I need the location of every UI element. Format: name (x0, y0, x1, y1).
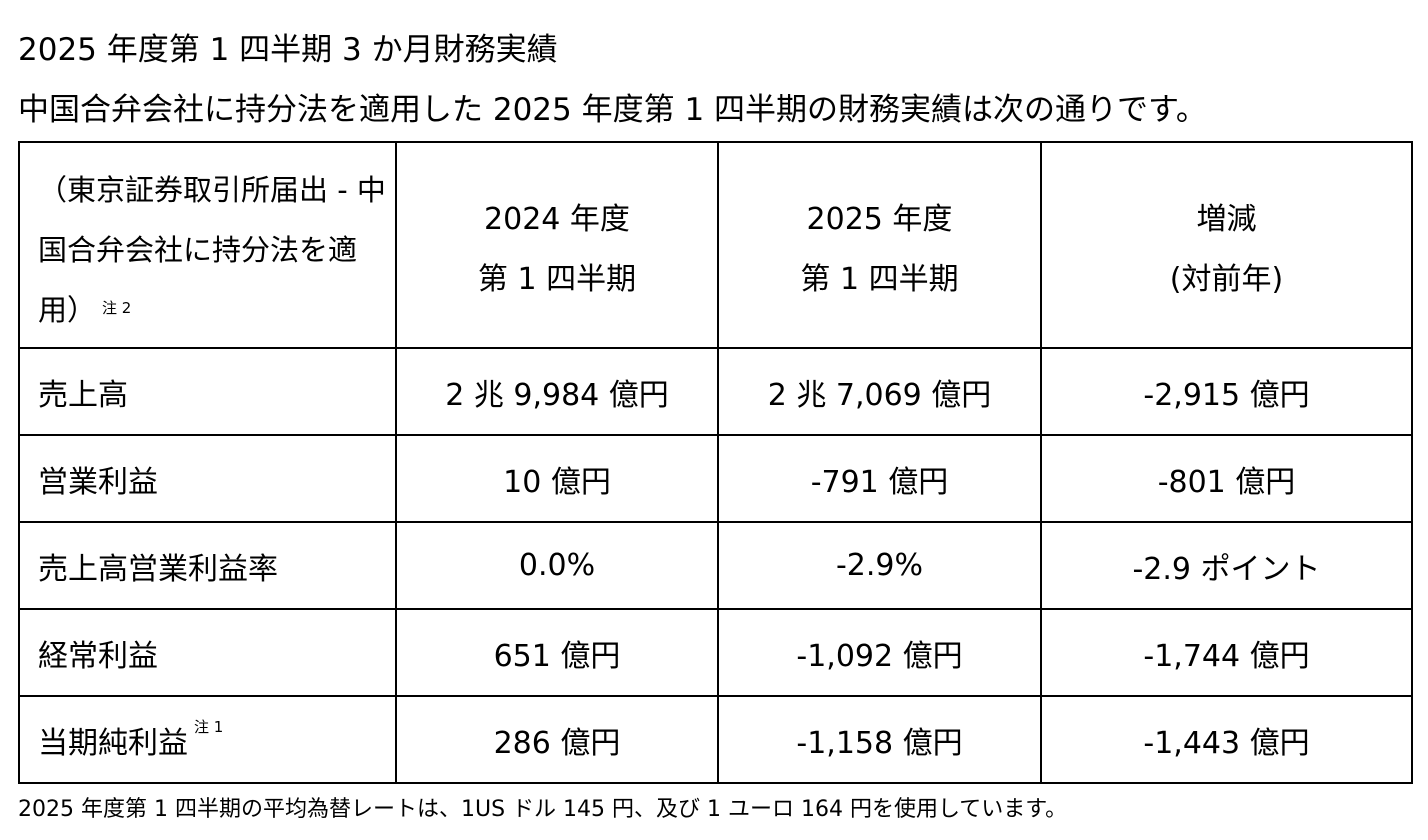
cell-change: -2.9 ポイント (1040, 521, 1413, 610)
cell-fy2025: -791 億円 (717, 434, 1042, 523)
row-label: 経常利益 (18, 608, 397, 697)
header-label-text: （東京証券取引所届出 - 中国合弁会社に持分法を適用） (38, 173, 386, 327)
table-row-operating-margin: 売上高営業利益率 0.0% -2.9% -2.9 ポイント (18, 521, 1413, 610)
row-label: 当期純利益注 1 (18, 695, 397, 784)
cell-fy2024: 0.0% (395, 521, 719, 610)
header-change-line2: (対前年) (1169, 262, 1284, 297)
header-fy2025-line2: 第 1 四半期 (800, 262, 959, 297)
row-label-text: 経常利益 (38, 638, 158, 674)
page-title: 2025 年度第 1 四半期 3 か月財務実績 (18, 32, 558, 68)
cell-fy2025: -2.9% (717, 521, 1042, 610)
cell-fy2024: 10 億円 (395, 434, 719, 523)
header-fy2024: 2024 年度 第 1 四半期 (395, 141, 719, 349)
header-fy2025-line1: 2025 年度 (806, 202, 953, 237)
row-label-text: 営業利益 (38, 464, 158, 500)
table-row-net-income: 当期純利益注 1 286 億円 -1,158 億円 -1,443 億円 (18, 695, 1413, 784)
cell-fy2024: 651 億円 (395, 608, 719, 697)
cell-fy2025: -1,158 億円 (717, 695, 1042, 784)
cell-change: -2,915 億円 (1040, 347, 1413, 436)
cell-change: -1,443 億円 (1040, 695, 1413, 784)
cell-change: -801 億円 (1040, 434, 1413, 523)
cell-change: -1,744 億円 (1040, 608, 1413, 697)
table-header-row: （東京証券取引所届出 - 中国合弁会社に持分法を適用）注 2 2024 年度 第… (18, 141, 1413, 349)
financial-results-table: （東京証券取引所届出 - 中国合弁会社に持分法を適用）注 2 2024 年度 第… (18, 141, 1413, 784)
header-label-cell: （東京証券取引所届出 - 中国合弁会社に持分法を適用）注 2 (18, 141, 397, 349)
cell-fy2025: -1,092 億円 (717, 608, 1042, 697)
table-row-net-sales: 売上高 2 兆 9,984 億円 2 兆 7,069 億円 -2,915 億円 (18, 347, 1413, 436)
page-subtitle: 中国合弁会社に持分法を適用した 2025 年度第 1 四半期の財務実績は次の通り… (18, 92, 1207, 128)
cell-fy2024: 2 兆 9,984 億円 (395, 347, 719, 436)
row-label: 売上高営業利益率 (18, 521, 397, 610)
row-label-text: 当期純利益 (38, 725, 188, 761)
footnote: 2025 年度第 1 四半期の平均為替レートは、1US ドル 145 円、及び … (18, 797, 1068, 822)
row-label: 売上高 (18, 347, 397, 436)
cell-fy2024: 286 億円 (395, 695, 719, 784)
header-fy2025: 2025 年度 第 1 四半期 (717, 141, 1042, 349)
row-label-text: 売上高 (38, 377, 128, 413)
row-label-note: 注 1 (194, 717, 224, 736)
table-row-ordinary-profit: 経常利益 651 億円 -1,092 億円 -1,744 億円 (18, 608, 1413, 697)
row-label: 営業利益 (18, 434, 397, 523)
table-row-operating-profit: 営業利益 10 億円 -791 億円 -801 億円 (18, 434, 1413, 523)
header-fy2024-line1: 2024 年度 (484, 202, 630, 237)
header-change: 増減 (対前年) (1040, 141, 1413, 349)
header-fy2024-line2: 第 1 四半期 (477, 262, 637, 297)
row-label-text: 売上高営業利益率 (38, 551, 278, 587)
header-label-note: 注 2 (102, 299, 132, 317)
header-change-line1: 増減 (1196, 202, 1257, 237)
cell-fy2025: 2 兆 7,069 億円 (717, 347, 1042, 436)
